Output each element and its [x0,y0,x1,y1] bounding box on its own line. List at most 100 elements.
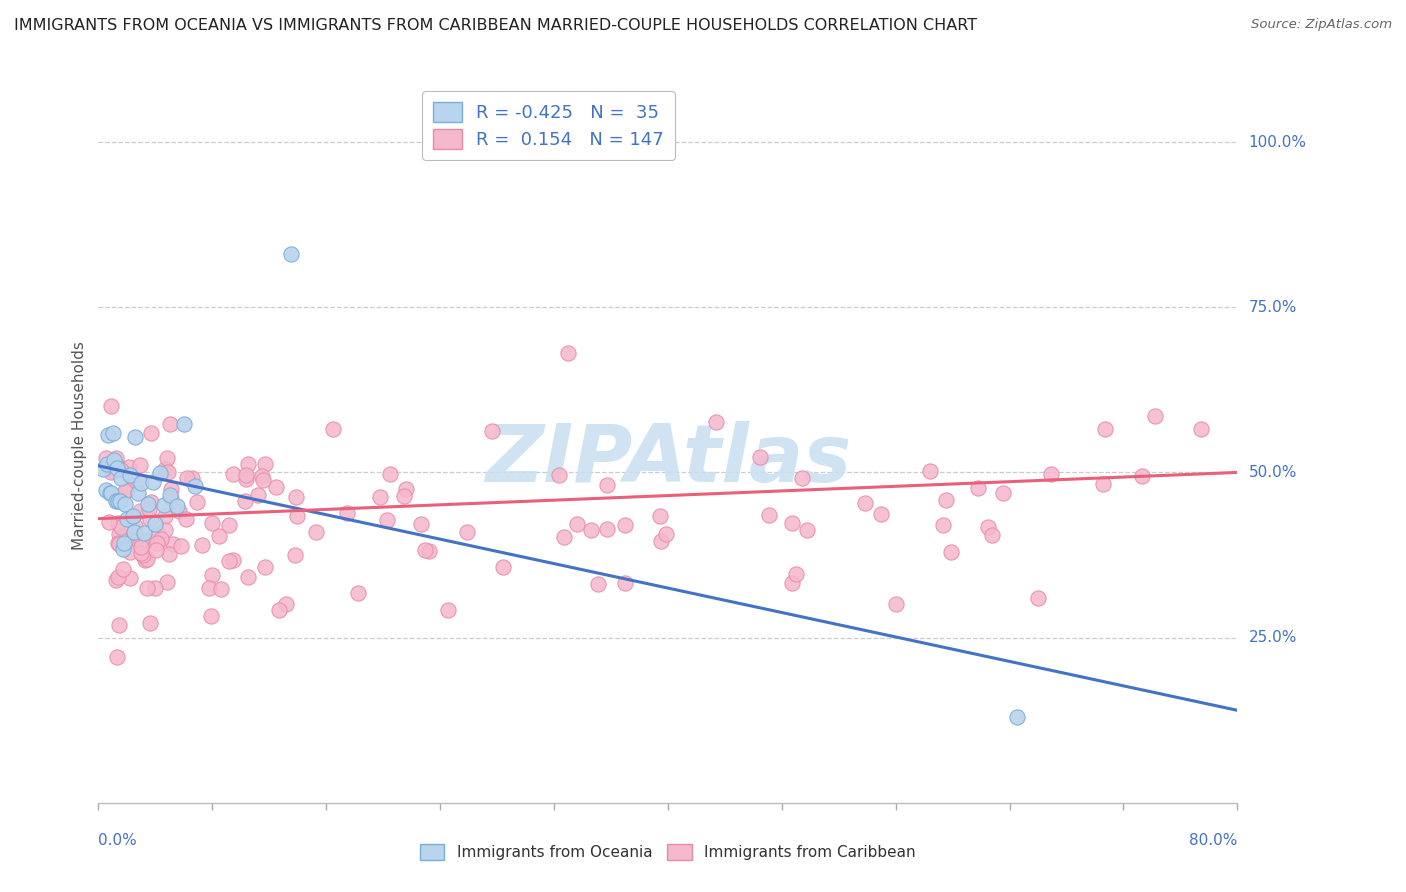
Point [103,464,125,478]
Point [780,516,803,531]
Text: 25.0%: 25.0% [1249,630,1296,645]
Point [993,486,1015,500]
Point [118,459,141,474]
Point [107,537,129,551]
Point [139,425,162,440]
Point [304,524,326,539]
Point [280,247,302,261]
Point [704,416,727,430]
Text: 100.0%: 100.0% [1249,135,1306,150]
Point [107,494,129,508]
Point [120,571,142,585]
Point [218,554,240,568]
Point [1005,710,1028,724]
Point [932,518,955,533]
Point [108,527,131,541]
Point [115,483,138,497]
Point [436,603,458,617]
Point [138,616,160,631]
Point [233,493,256,508]
Point [107,458,129,473]
Point [614,575,637,590]
Point [884,597,907,611]
Point [107,618,129,632]
Point [184,479,207,493]
Point [198,581,221,595]
Point [758,508,780,522]
Point [114,497,136,511]
Point [148,527,170,541]
Point [112,535,135,549]
Point [149,467,172,481]
Point [98,459,121,474]
Point [118,468,141,483]
Point [1040,467,1063,482]
Point [336,506,359,520]
Point [1094,422,1116,436]
Point [596,522,619,536]
Point [264,480,287,494]
Point [1091,477,1114,491]
Point [135,533,157,548]
Point [977,519,1000,533]
Point [107,570,129,584]
Point [790,471,813,485]
Point [160,482,183,496]
Point [380,467,402,482]
Point [134,553,156,567]
Point [586,577,609,591]
Point [124,430,146,444]
Point [170,539,193,553]
Point [132,525,155,540]
Text: 75.0%: 75.0% [1249,300,1296,315]
Point [176,471,198,485]
Point [235,467,257,482]
Point [124,533,146,548]
Point [418,544,440,558]
Point [166,499,188,513]
Point [153,499,176,513]
Point [139,511,162,525]
Point [253,560,276,574]
Point [285,490,308,504]
Point [941,545,963,559]
Point [141,475,163,489]
Point [107,516,129,530]
Point [110,470,132,484]
Point [100,465,122,479]
Point [96,450,118,465]
Point [141,495,163,509]
Point [100,486,122,500]
Point [269,603,291,617]
Point [567,517,589,532]
Point [156,575,179,590]
Point [125,475,148,489]
Point [456,525,478,540]
Point [108,494,131,508]
Point [157,547,180,561]
Text: IMMIGRANTS FROM OCEANIA VS IMMIGRANTS FROM CARIBBEAN MARRIED-COUPLE HOUSEHOLDS C: IMMIGRANTS FROM OCEANIA VS IMMIGRANTS FR… [14,18,977,33]
Point [181,471,204,485]
Point [129,533,152,548]
Point [218,517,240,532]
Point [129,546,152,560]
Y-axis label: Married-couple Households: Married-couple Households [72,342,87,550]
Point [252,473,274,487]
Point [250,469,273,483]
Point [392,489,415,503]
Point [655,527,678,541]
Point [138,502,160,516]
Text: 0.0%: 0.0% [98,833,138,848]
Point [650,534,672,549]
Point [153,523,176,537]
Point [276,597,298,611]
Point [200,608,222,623]
Point [967,481,990,495]
Point [111,541,134,556]
Point [153,462,176,476]
Point [104,573,127,587]
Point [104,450,127,465]
Point [96,457,118,471]
Point [105,650,128,665]
Point [855,496,877,510]
